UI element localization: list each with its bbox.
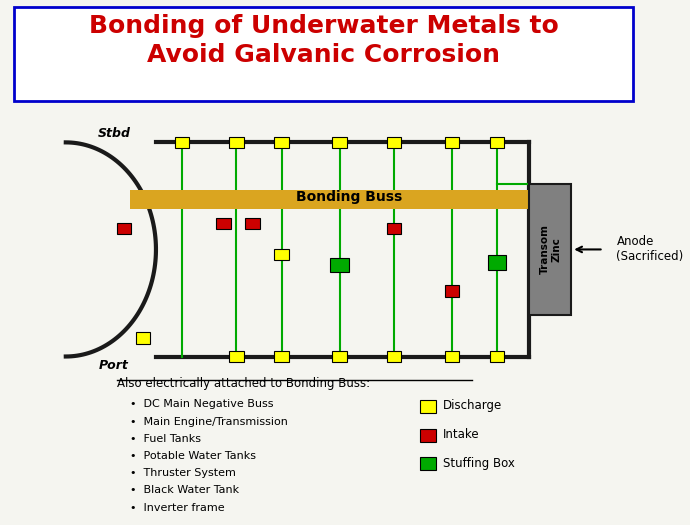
Bar (445, 351, 460, 362)
Bar (333, 136, 346, 148)
Bar (275, 136, 288, 148)
Bar (175, 136, 189, 148)
Text: Anode
(Sacrificed): Anode (Sacrificed) (616, 235, 684, 264)
Bar (246, 217, 259, 229)
Bar (229, 351, 244, 362)
Text: •  Main Engine/Transmission: • Main Engine/Transmission (130, 416, 288, 426)
Bar (331, 258, 348, 272)
Text: Bonding of Underwater Metals to
Avoid Galvanic Corrosion: Bonding of Underwater Metals to Avoid Ga… (88, 14, 558, 67)
Text: •  Inverter frame: • Inverter frame (130, 503, 225, 513)
Text: Stbd: Stbd (97, 127, 130, 140)
Bar (420, 400, 436, 413)
Bar (117, 223, 131, 234)
Text: Transom
Zinc: Transom Zinc (540, 225, 562, 275)
Bar (387, 351, 402, 362)
Bar (229, 136, 244, 148)
Bar (445, 136, 460, 148)
Bar (136, 332, 150, 344)
FancyBboxPatch shape (14, 7, 633, 101)
Bar (130, 191, 529, 209)
Text: Stuffing Box: Stuffing Box (442, 457, 515, 469)
Text: •  Thruster System: • Thruster System (130, 468, 236, 478)
Bar (275, 351, 288, 362)
Bar (489, 255, 506, 270)
Bar (333, 351, 346, 362)
Bar (529, 184, 571, 314)
Bar (217, 217, 230, 229)
Text: Discharge: Discharge (442, 399, 502, 412)
Bar (275, 249, 288, 260)
Text: •  Fuel Tanks: • Fuel Tanks (130, 434, 201, 444)
Text: •  Potable Water Tanks: • Potable Water Tanks (130, 451, 256, 461)
Bar (387, 223, 402, 234)
Bar (490, 136, 504, 148)
Bar (490, 351, 504, 362)
Text: •  Black Water Tank: • Black Water Tank (130, 486, 239, 496)
Text: Port: Port (99, 359, 129, 372)
Text: Bonding Buss: Bonding Buss (296, 190, 402, 204)
Text: Intake: Intake (442, 428, 479, 441)
Bar (445, 286, 460, 297)
Text: •  DC Main Negative Buss: • DC Main Negative Buss (130, 400, 274, 410)
Text: Also electrically attached to Bonding Buss:: Also electrically attached to Bonding Bu… (117, 377, 371, 391)
Bar (420, 457, 436, 470)
Bar (420, 428, 436, 442)
Bar (387, 136, 402, 148)
